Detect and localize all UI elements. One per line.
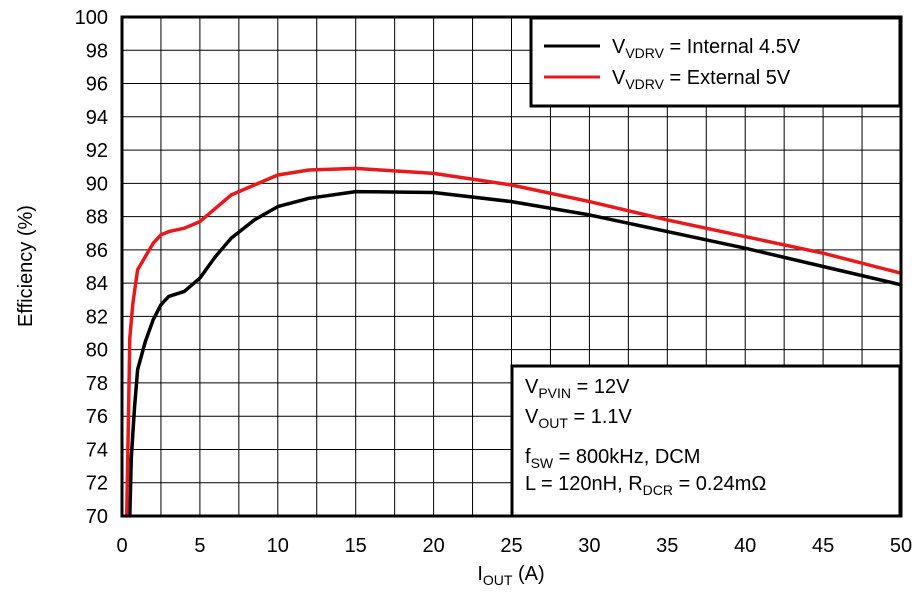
x-tick-label: 0 bbox=[116, 535, 127, 557]
x-tick-label: 40 bbox=[734, 535, 756, 557]
x-tick-label: 25 bbox=[500, 535, 522, 557]
x-tick-label: 35 bbox=[656, 535, 678, 557]
y-tick-label: 88 bbox=[86, 207, 108, 229]
legend-label-internal: VVDRV = Internal 4.5V bbox=[612, 36, 801, 61]
y-tick-label: 82 bbox=[86, 306, 108, 328]
plot-frame bbox=[120, 15, 903, 518]
y-tick-label: 96 bbox=[86, 74, 108, 96]
legend: VVDRV = Internal 4.5V VVDRV = External 5… bbox=[529, 16, 902, 108]
y-tick-label: 94 bbox=[86, 107, 108, 129]
x-tick-label: 10 bbox=[267, 535, 289, 557]
x-tick-label: 45 bbox=[812, 535, 834, 557]
condition-fsw: fSW = 800kHz, DCM bbox=[525, 446, 700, 471]
y-tick-label: 100 bbox=[75, 7, 108, 29]
x-tick-label: 30 bbox=[578, 535, 600, 557]
series-lines bbox=[124, 166, 903, 518]
x-tick-label: 50 bbox=[890, 535, 912, 557]
x-tick-label: 5 bbox=[194, 535, 205, 557]
condition-vout: VOUT = 1.1V bbox=[525, 406, 633, 431]
y-tick-label: 98 bbox=[86, 40, 108, 62]
y-tick-label: 86 bbox=[86, 240, 108, 262]
tick-labels: 0 5 10 15 20 25 30 35 40 45 50 70 72 74 76 78 80 82 84 86 88… bbox=[75, 7, 913, 557]
y-tick-label: 90 bbox=[86, 173, 108, 195]
y-tick-label: 84 bbox=[86, 273, 108, 295]
legend-box bbox=[529, 16, 902, 108]
y-tick-label: 78 bbox=[86, 373, 108, 395]
y-tick-label: 80 bbox=[86, 340, 108, 362]
legend-label-external: VVDRV = External 5V bbox=[612, 67, 791, 92]
condition-inductor: L = 120nH, RDCR = 0.24mΩ bbox=[525, 473, 766, 498]
y-tick-label: 70 bbox=[86, 506, 108, 528]
condition-pvin: VPVIN = 12V bbox=[525, 376, 630, 401]
x-axis-title: IOUT (A) bbox=[477, 563, 544, 588]
conditions-box: VPVIN = 12V VOUT = 1.1V fSW = 800kHz, DC… bbox=[510, 364, 902, 518]
y-tick-label: 72 bbox=[86, 473, 108, 495]
x-tick-label: 20 bbox=[422, 535, 444, 557]
y-tick-label: 92 bbox=[86, 140, 108, 162]
series-line-internal bbox=[128, 189, 903, 518]
x-tick-label: 15 bbox=[345, 535, 367, 557]
y-tick-label: 76 bbox=[86, 406, 108, 428]
y-axis-title: Efficiency (%) bbox=[15, 205, 37, 327]
y-tick-label: 74 bbox=[86, 439, 108, 461]
series-line-external bbox=[124, 166, 903, 518]
